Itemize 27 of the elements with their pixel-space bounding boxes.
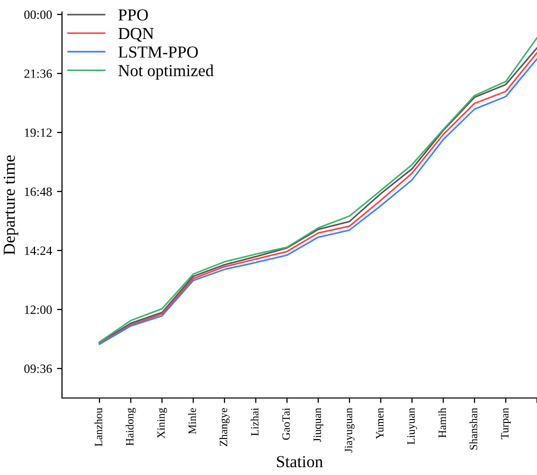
y-tick-label: 00:00 — [24, 10, 52, 19]
legend-label: Not optimized — [118, 64, 214, 80]
legend-label: LSTM-PPO — [118, 46, 198, 58]
x-tick-label: Haidong — [126, 408, 136, 446]
x-tick-label: Jiayuguan — [344, 408, 355, 453]
y-tick-label: 09:36 — [24, 364, 52, 374]
x-tick-label: Liuyuan — [407, 408, 418, 444]
x-tick-label: Hamih — [438, 408, 446, 438]
x-tick-label: Jiuquan — [314, 408, 324, 442]
y-tick-label: 16:48 — [24, 188, 52, 196]
x-tick-label: Xining — [157, 408, 168, 438]
y-tick-label: 19:12 — [24, 128, 52, 137]
x-axis-title: Station — [277, 456, 323, 468]
legend-label: DQN — [118, 28, 154, 42]
x-tick-label: Zhangye — [219, 408, 230, 446]
x-tick-label: Yumen — [376, 408, 384, 440]
x-tick-label: Turpan — [501, 408, 511, 440]
legend-label: PPO — [118, 9, 148, 21]
y-tick-label: 12:00 — [24, 306, 52, 314]
x-tick-label: Shanshan — [469, 408, 478, 450]
y-tick-label: 21:36 — [24, 70, 52, 78]
x-tick-label: Minle — [188, 408, 196, 434]
x-tick-label: Lanzhou — [94, 408, 102, 446]
y-axis-title: Departure time — [4, 155, 18, 255]
x-tick-label: GaoTai — [282, 408, 290, 440]
x-tick-label: Lizhai — [250, 408, 259, 436]
y-tick-label: 14:24 — [24, 246, 52, 255]
